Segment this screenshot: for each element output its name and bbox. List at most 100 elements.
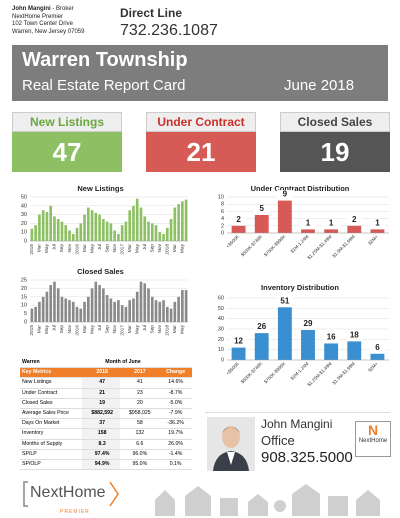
bracket — [23, 481, 28, 507]
logo-brackets — [23, 481, 119, 507]
bar — [49, 205, 53, 241]
bar — [347, 225, 362, 233]
bar — [165, 306, 169, 322]
bar — [135, 291, 139, 322]
x-tick-label: Sep — [150, 244, 156, 253]
x-tick-label: May — [89, 324, 95, 334]
x-tick-label: $1.25M-$1.49M — [306, 361, 332, 387]
name-line: John Mangini - Broker — [12, 6, 84, 14]
banner-subtitle: Real Estate Report Card — [22, 77, 186, 94]
direct-label: Direct Line — [120, 6, 183, 20]
bar — [128, 210, 132, 241]
table-row: Inventory 158 132 19.7% — [20, 429, 192, 440]
bar — [45, 291, 49, 322]
y-tick-label: 0 — [24, 238, 27, 244]
office-phone: 908.325.5000 — [261, 449, 353, 466]
x-tick-label: Mar — [172, 325, 178, 334]
table-cell: 95.0% — [132, 460, 148, 467]
chart-title: Inventory Distribution — [261, 283, 339, 292]
x-tick-label: $1.5M-$1.99M — [331, 234, 356, 259]
y-tick-label: 50 — [218, 306, 224, 312]
bar — [102, 288, 105, 322]
logo-text: NextHome — [358, 438, 388, 444]
x-tick-label: $1.5M-$1.99M — [331, 361, 356, 386]
data-label-bg — [299, 319, 317, 329]
bar — [177, 296, 180, 322]
table-cell: Closed Sales — [22, 399, 53, 406]
x-tick-label: <$500K — [225, 360, 240, 375]
column-header: Change — [166, 369, 186, 376]
agent-card-name: John Mangini — [261, 417, 333, 431]
bar — [150, 296, 154, 322]
data-label-bg — [346, 330, 363, 340]
table-row: SP/OLP 94.9% 95.0% 0.1% — [20, 459, 192, 471]
x-tick-label: Mar — [37, 244, 43, 253]
bar — [277, 200, 292, 233]
table-cell: 47 — [81, 378, 121, 388]
bar — [30, 308, 34, 322]
data-label-bg — [299, 218, 317, 228]
logo-mark: N — [367, 422, 379, 438]
x-tick-label: 2018 — [165, 325, 171, 336]
bar — [158, 232, 162, 241]
data-label-bg — [230, 215, 247, 225]
data-label-bg — [276, 190, 293, 200]
bar — [173, 207, 177, 241]
x-tick-label: Jul — [142, 325, 148, 331]
agent-role: - Broker — [52, 6, 74, 12]
x-tick-label: Jul — [52, 244, 58, 250]
data-label-bg — [253, 204, 270, 214]
x-tick-label: Nov — [67, 243, 73, 252]
table-cell: 41 — [136, 379, 143, 386]
table-cell: Under Contract — [22, 389, 58, 396]
x-tick-label: $500K-$749K — [240, 233, 264, 257]
x-tick-label: 2015 — [29, 325, 35, 336]
data-label-bg — [253, 322, 270, 332]
table-cell: Months of Supply — [22, 440, 63, 447]
header-contact: John Mangini - Broker NextHome Premier 1… — [12, 6, 84, 36]
bar — [113, 301, 116, 322]
y-tick-label: 40 — [21, 203, 27, 209]
x-tick-label: May — [134, 324, 140, 334]
data-label: 51 — [280, 296, 289, 305]
bar — [132, 205, 135, 241]
bar — [135, 198, 139, 241]
table-cell: -1.4% — [168, 450, 183, 457]
y-tick-label: 0 — [221, 357, 224, 363]
direct-phone: 732.236.1087 — [120, 22, 218, 39]
bar — [56, 288, 60, 322]
face — [222, 426, 240, 448]
y-tick-label: 60 — [218, 295, 224, 301]
x-tick-label: Mar — [82, 325, 88, 334]
house — [292, 484, 320, 516]
table-row: Days On Market 37 58 -36.2% — [20, 419, 192, 430]
bar — [83, 301, 86, 322]
bar — [162, 233, 165, 241]
x-tick-label: May — [44, 243, 50, 253]
bar — [38, 301, 41, 322]
table-cell: 37 — [81, 419, 121, 429]
table-row: Under Contract 21 23 -8.7% — [20, 388, 192, 399]
bar — [34, 306, 37, 322]
x-tick-label: Nov — [67, 324, 73, 333]
bar — [83, 214, 86, 241]
data-label-bg — [276, 296, 293, 306]
x-tick-label: $1M-1.24M — [290, 234, 310, 254]
bar — [53, 281, 56, 322]
table-cell: 58 — [136, 420, 143, 427]
bar — [56, 219, 60, 241]
bar — [132, 298, 135, 322]
bar — [113, 230, 116, 241]
chevron — [109, 481, 119, 507]
summary-box: Under Contract 21 — [146, 112, 256, 172]
bar — [68, 300, 71, 322]
house — [220, 498, 238, 516]
table-cell: 8.3 — [81, 439, 121, 449]
house — [155, 490, 175, 516]
bar — [98, 214, 101, 241]
hair — [222, 427, 240, 433]
data-label: 6 — [375, 343, 380, 352]
table-cell: 19.7% — [168, 430, 183, 437]
table-row: SP/LP 97.4% 96.0% -1.4% — [20, 449, 192, 460]
